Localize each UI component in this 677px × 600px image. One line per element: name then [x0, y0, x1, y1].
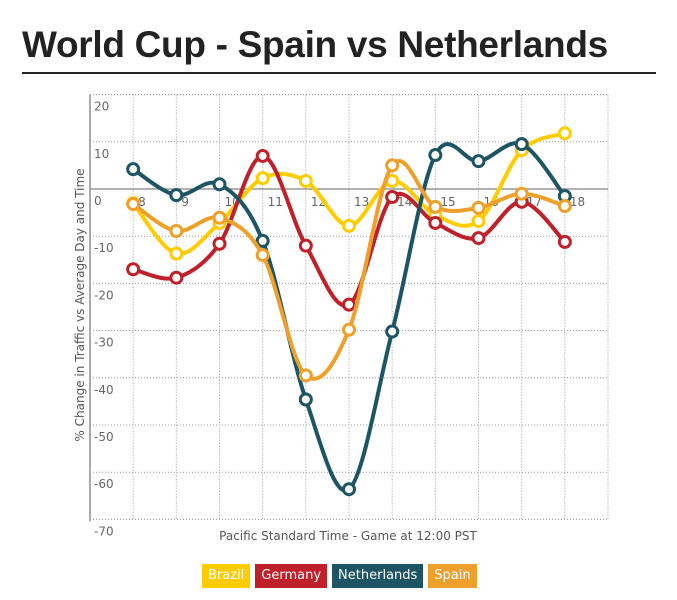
- chart-title: World Cup - Spain vs Netherlands: [22, 24, 608, 65]
- data-point[interactable]: [557, 198, 572, 213]
- data-point[interactable]: [514, 186, 529, 201]
- y-tick-label: 10: [94, 147, 109, 161]
- data-point[interactable]: [385, 324, 400, 339]
- data-point[interactable]: [557, 126, 572, 141]
- x-tick-label: 18: [570, 195, 585, 209]
- data-point[interactable]: [557, 234, 572, 249]
- x-tick-label: 15: [440, 195, 455, 209]
- y-axis-label: % Change in Traffic vs Average Day and T…: [73, 168, 87, 441]
- y-tick-label: -30: [94, 336, 114, 350]
- data-point[interactable]: [212, 210, 227, 225]
- data-point[interactable]: [385, 190, 400, 205]
- legend: Brazil Germany Netherlands Spain: [202, 564, 477, 588]
- data-point[interactable]: [212, 236, 227, 251]
- x-tick-label: 8: [138, 195, 146, 209]
- data-point[interactable]: [126, 162, 141, 177]
- x-axis-label: Pacific Standard Time - Game at 12:00 PS…: [219, 529, 477, 543]
- data-point[interactable]: [471, 231, 486, 246]
- data-point[interactable]: [255, 248, 270, 263]
- legend-item-germany[interactable]: Germany: [255, 564, 328, 588]
- data-point[interactable]: [255, 148, 270, 163]
- data-point[interactable]: [342, 297, 356, 312]
- x-tick-label: 13: [354, 195, 369, 209]
- data-point[interactable]: [342, 482, 356, 497]
- data-point[interactable]: [169, 246, 184, 261]
- data-point[interactable]: [342, 322, 356, 337]
- y-tick-label: -40: [94, 383, 114, 397]
- legend-item-netherlands[interactable]: Netherlands: [332, 564, 424, 588]
- data-point[interactable]: [169, 224, 184, 239]
- data-point[interactable]: [126, 197, 141, 212]
- series-line-spain: [132, 159, 566, 381]
- data-point[interactable]: [428, 148, 443, 163]
- data-point[interactable]: [298, 238, 313, 253]
- series-spain: [126, 158, 572, 383]
- data-point[interactable]: [169, 270, 184, 285]
- data-point[interactable]: [428, 199, 443, 214]
- series-germany: [126, 148, 572, 312]
- y-tick-label: 0: [94, 194, 102, 208]
- data-point[interactable]: [169, 188, 184, 203]
- data-point[interactable]: [342, 218, 356, 233]
- title-divider: [22, 72, 656, 74]
- data-point[interactable]: [385, 158, 400, 173]
- y-tick-label: -50: [94, 430, 114, 444]
- y-tick-label: -20: [94, 288, 114, 302]
- data-point[interactable]: [471, 154, 486, 169]
- data-point[interactable]: [471, 200, 486, 215]
- data-point[interactable]: [298, 368, 313, 383]
- x-tick-label: 9: [181, 195, 189, 209]
- data-point[interactable]: [255, 233, 270, 248]
- data-point[interactable]: [212, 177, 227, 192]
- x-tick-label: 11: [268, 195, 283, 209]
- y-tick-label: -10: [94, 241, 114, 255]
- y-tick-label: 20: [94, 100, 109, 114]
- data-point[interactable]: [428, 215, 443, 230]
- data-point[interactable]: [126, 262, 141, 277]
- data-point[interactable]: [298, 392, 313, 407]
- y-tick-label: -70: [94, 524, 114, 538]
- series-netherlands: [126, 137, 572, 497]
- legend-item-spain[interactable]: Spain: [428, 564, 477, 588]
- legend-item-brazil[interactable]: Brazil: [202, 564, 251, 588]
- data-point[interactable]: [255, 171, 270, 186]
- y-tick-label: -60: [94, 477, 114, 491]
- data-point[interactable]: [298, 173, 313, 188]
- data-point[interactable]: [471, 214, 486, 229]
- data-point[interactable]: [514, 137, 529, 152]
